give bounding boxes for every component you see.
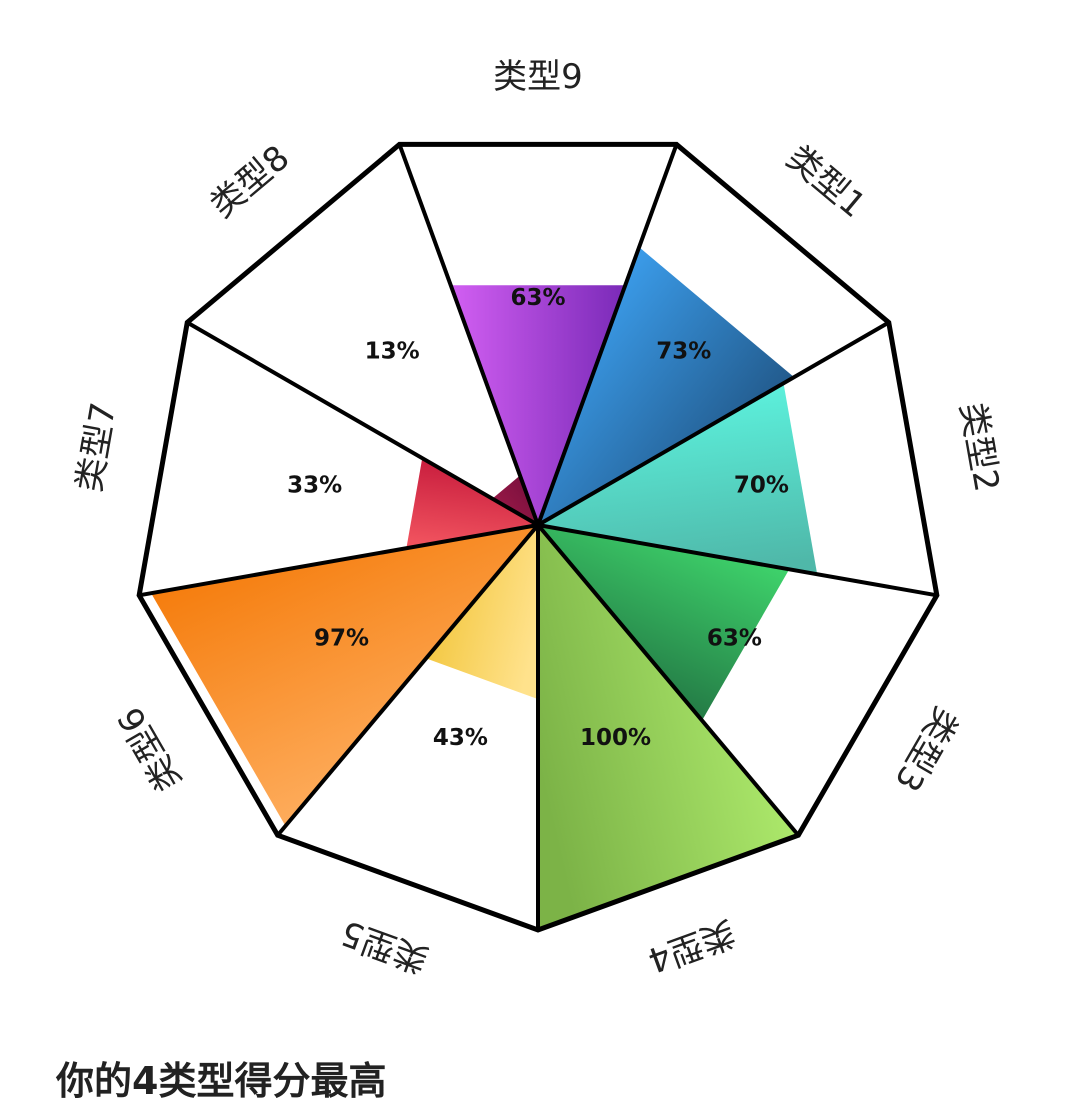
spoke-line	[537, 523, 938, 598]
value-wedge-类型2	[538, 383, 818, 575]
value-label: 63%	[707, 625, 762, 651]
spoke-line	[186, 320, 539, 527]
value-label: 97%	[314, 625, 369, 651]
spoke-line	[276, 523, 540, 837]
value-label: 63%	[510, 285, 565, 311]
spoke-line	[536, 523, 800, 837]
value-label: 70%	[734, 473, 789, 499]
category-label: 类型3	[886, 700, 965, 798]
outer-frame	[136, 141, 940, 933]
category-label: 类型6	[110, 700, 189, 798]
value-wedge-类型4	[538, 525, 799, 930]
value-wedge-类型6	[151, 525, 538, 826]
value-wedge-类型7	[406, 458, 538, 549]
category-label: 类型5	[336, 912, 434, 980]
category-label: 类型9	[493, 57, 583, 97]
value-wedge-类型1	[538, 247, 795, 525]
category-label: 类型1	[779, 138, 873, 226]
value-label: 73%	[656, 338, 711, 364]
spoke-line	[138, 523, 539, 598]
value-label: 13%	[365, 338, 420, 364]
spoke-line	[397, 143, 540, 526]
value-label: 43%	[433, 725, 488, 751]
category-label: 类型2	[952, 400, 1007, 495]
result-text: 你的4类型得分最高	[56, 1059, 387, 1103]
value-wedge-类型8	[492, 475, 538, 525]
value-label: 33%	[287, 473, 342, 499]
value-wedge-类型9	[450, 285, 626, 525]
value-label: 100%	[580, 725, 651, 751]
category-label: 类型4	[642, 912, 740, 980]
category-label: 类型7	[69, 400, 124, 495]
category-label: 类型8	[203, 138, 297, 226]
value-wedge-类型3	[538, 525, 790, 721]
spoke-line	[537, 320, 890, 527]
value-wedge-类型5	[426, 525, 538, 700]
spoke-line	[536, 143, 679, 526]
